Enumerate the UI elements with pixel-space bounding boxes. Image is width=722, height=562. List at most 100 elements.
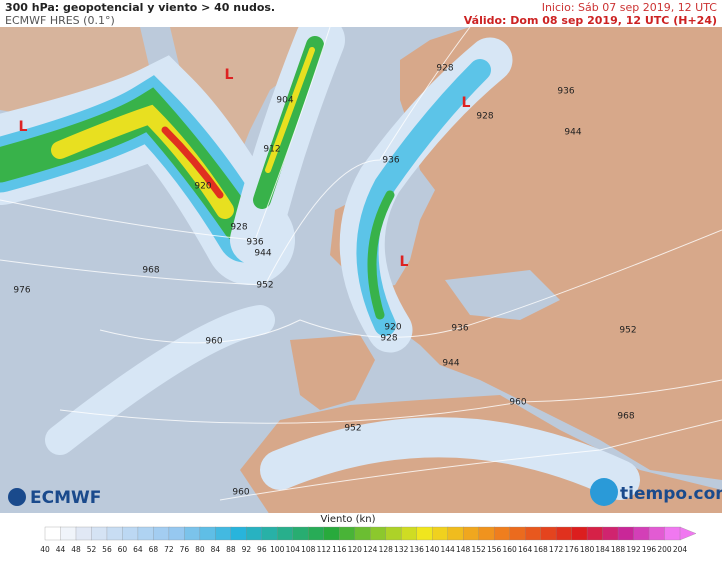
legend-tick: 76 [180,545,190,554]
sea [445,270,560,320]
legend-tick: 136 [410,545,425,554]
contour-label: 928 [436,64,453,74]
legend-tick: 132 [394,545,409,554]
legend-tick: 108 [301,545,316,554]
color-bin [447,526,464,541]
contour-label: 944 [442,359,459,369]
color-bin [106,526,124,541]
contour-label: 944 [254,249,271,259]
legend-tick: 164 [518,545,533,554]
legend-tick: 160 [502,545,517,554]
color-bin [60,526,77,541]
legend-tick: 128 [379,545,394,554]
init-time: Inicio: Sáb 07 sep 2019, 12 UTC [542,1,718,14]
legend-tick: 184 [595,545,610,554]
color-bin [308,526,325,541]
contour-labels: 9209289369449529609689769049129369289289… [13,64,636,498]
color-bin [44,526,62,541]
color-bin [277,526,294,541]
color-bin [509,526,526,541]
legend-tick: 152 [471,545,486,554]
color-bin [339,526,356,541]
legend-tick: 196 [642,545,657,554]
low-marker: L [225,67,234,83]
contour-label: 968 [142,266,159,276]
legend-tick: 200 [657,545,672,554]
jet [260,417,640,500]
model: ECMWF HRES (0.1°) [5,14,115,27]
legend-tick: 96 [257,545,267,554]
contour-label: 920 [384,323,401,333]
legend-tick: 48 [71,545,81,554]
color-bin [416,526,433,541]
color-bin [246,526,263,541]
color-bin [261,526,278,541]
contour-label: 928 [230,223,247,233]
contour-label: 968 [617,412,634,422]
color-bin [292,526,309,541]
logo-left: ECMWF [30,488,101,508]
color-bin [586,526,604,541]
color-bin [602,526,619,541]
legend-tick: 180 [580,545,595,554]
legend-tick: 52 [87,545,97,554]
legend-tick: 188 [611,545,626,554]
colorbar: 40 44 48 52 56 60 64 68 72 76 80 84 88 92 96 100 104 108 1… [40,526,697,554]
tiempo-icon [590,478,618,506]
legend-tick: 68 [149,545,159,554]
contour-label: 936 [382,156,399,166]
color-bin [75,526,93,541]
legend-tick: 124 [363,545,378,554]
title: 300 hPa: geopotencial y viento > 40 nudo… [5,1,275,14]
color-bin [370,526,387,541]
legend-tick: 140 [425,545,440,554]
jets [0,15,640,500]
contour-label: 960 [509,398,526,408]
ecmwf-icon [8,488,26,506]
color-bin [323,526,340,541]
colorbar-arrow [679,526,697,541]
contour [0,26,331,241]
contour-label: 952 [256,281,273,291]
contour-label: 920 [194,182,211,192]
legend-tick: 176 [564,545,579,554]
legend-tick: 120 [348,545,363,554]
legend-tick: 44 [56,545,66,554]
legend-tick: 72 [164,545,174,554]
header-bg [0,0,722,27]
low-marker: L [400,254,409,270]
legend-tick: 172 [549,545,564,554]
color-bin [648,526,666,541]
color-bin [524,526,542,541]
contour-label: 936 [557,87,574,97]
color-bin [555,526,573,541]
legend-tick: 168 [533,545,548,554]
color-bin [478,526,495,541]
legend-tick: 60 [118,545,128,554]
legend-tick: 156 [487,545,502,554]
color-bin [401,526,418,541]
legend-tick: 84 [211,545,221,554]
legend-tick: 116 [332,545,347,554]
legend-title: Viento (kn) [320,514,375,525]
legend-tick: 112 [317,545,332,554]
contour-label: 960 [205,337,222,347]
contour-label: 952 [344,424,361,434]
contour [219,419,722,501]
color-bin [153,526,170,541]
color-bin [463,526,480,541]
color-bin [664,526,681,541]
color-bin [633,526,650,541]
legend-tick: 144 [441,545,456,554]
land [370,27,722,480]
jet [265,47,315,173]
jet [367,190,395,320]
jet [161,126,224,199]
legend-tick: 80 [195,545,205,554]
contour-label: 944 [564,128,581,138]
color-bin [617,526,635,541]
color-bin [137,526,155,541]
contour-label: 936 [246,238,263,248]
contour-label: 912 [263,145,280,155]
map [0,15,722,515]
